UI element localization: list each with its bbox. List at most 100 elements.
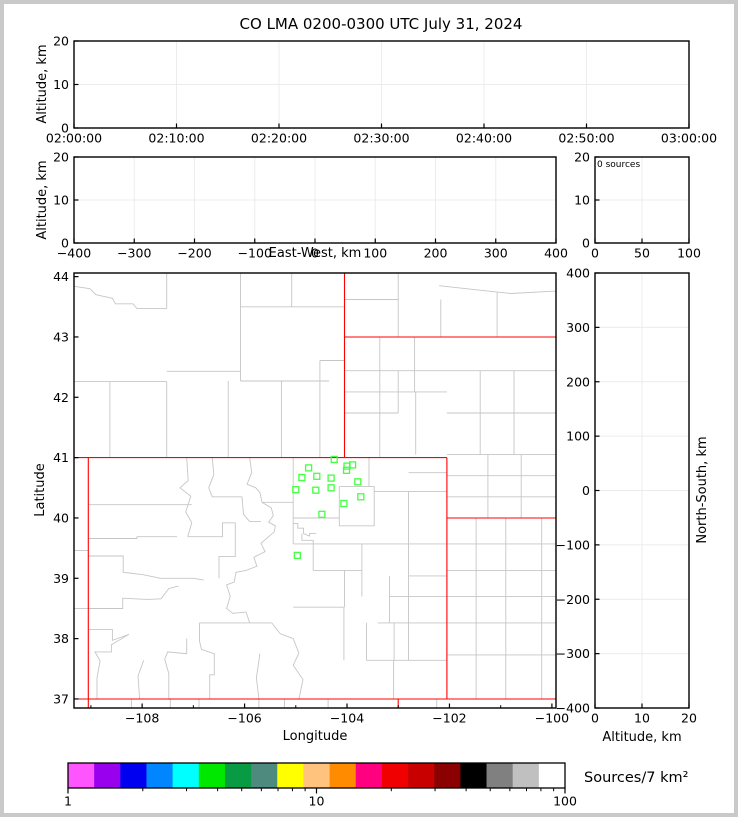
colorbar-segment <box>251 763 278 788</box>
lma-station-marker <box>330 455 338 464</box>
tick-label: −300 <box>117 246 151 261</box>
lma-station-marker <box>357 493 365 501</box>
lma-station-marker <box>342 466 351 474</box>
ns-xlabel: Altitude, km <box>602 730 681 745</box>
tick-label: −100 <box>535 711 569 726</box>
tick-label: −400 <box>556 701 590 716</box>
tick-label: 02:40:00 <box>456 131 512 146</box>
colorbar-segment <box>355 763 383 788</box>
county-boundary-line <box>218 522 236 579</box>
lma-station-marker <box>348 461 357 469</box>
tick-label: −102 <box>432 711 466 726</box>
time-height-ylabel: Altitude, km <box>35 44 50 123</box>
panel-frame <box>73 272 557 709</box>
tick-label: 41 <box>53 450 69 465</box>
tick-label: 0 <box>311 246 319 261</box>
tick-label: 20 <box>574 150 590 165</box>
colorbar-segment <box>303 763 331 788</box>
tick-label: 200 <box>566 374 590 389</box>
colorbar-segment <box>408 763 435 788</box>
tick-label: 37 <box>53 691 69 706</box>
histogram-sources-annotation: 0 sources <box>597 160 640 170</box>
panel-north-south-height: 0 10 20 −400 −300 −200 −100 0 100 200 300 400 <box>556 266 697 726</box>
county-boundary-line <box>249 622 294 640</box>
tick-label: −100 <box>238 246 272 261</box>
colorbar-segment <box>329 763 357 788</box>
tick-label: −200 <box>556 592 590 607</box>
colorbar-segment <box>434 763 461 788</box>
lma-station-marker <box>312 486 320 494</box>
map-xlabel: Longitude <box>283 729 348 744</box>
county-boundary-line <box>292 638 304 700</box>
colorbar-segment <box>460 763 488 788</box>
map-clip-group <box>74 273 556 708</box>
tick-label: 02:10:00 <box>148 131 204 146</box>
tick-label: 44 <box>53 269 69 284</box>
county-boundary-line <box>439 285 556 294</box>
tick-label: 400 <box>544 246 568 261</box>
tick-label: 02:00:00 <box>46 131 102 146</box>
county-boundary-line <box>179 457 193 537</box>
ew-height-ylabel: Altitude, km <box>35 160 50 239</box>
lma-station-marker <box>304 464 313 472</box>
tick-label: 20 <box>53 34 69 49</box>
county-boundary-line <box>137 660 145 700</box>
panel-east-west-height: −400 −300 −200 −100 0 100 200 300 400 0 10 20 <box>53 150 568 261</box>
colorbar-segment <box>224 763 252 788</box>
tick-label: 03:00:00 <box>661 131 717 146</box>
lma-station-marker <box>292 485 300 494</box>
county-boundary-line <box>88 585 179 609</box>
tick-label: 0 <box>61 236 69 251</box>
colorbar-segment <box>486 763 514 788</box>
tick-label: 100 <box>363 246 387 261</box>
tick-label: −200 <box>177 246 211 261</box>
county-boundary-line <box>187 522 236 538</box>
lma-station-marker <box>313 472 321 480</box>
lma-station-marker <box>327 474 335 482</box>
tick-label: 02:30:00 <box>353 131 409 146</box>
lma-station-marker <box>293 551 301 560</box>
county-boundary-line <box>245 501 276 571</box>
tick-label: −400 <box>57 246 91 261</box>
county-boundary-line <box>74 285 167 310</box>
colorbar-tick-label: 1 <box>64 794 72 809</box>
tick-label: 300 <box>484 246 508 261</box>
tick-label: 10 <box>53 193 69 208</box>
tick-label: −106 <box>227 711 261 726</box>
tick-label: −300 <box>556 646 590 661</box>
tick-label: 0 <box>61 121 69 136</box>
tick-label: 10 <box>53 77 69 92</box>
lma-station-marker <box>318 510 326 518</box>
tick-label: 0 <box>582 483 590 498</box>
county-boundary-line <box>199 622 215 699</box>
colorbar-segment <box>146 763 174 788</box>
tick-label: −104 <box>330 711 364 726</box>
tick-label: 02:50:00 <box>558 131 614 146</box>
county-boundary-line <box>226 569 251 624</box>
tick-label: −108 <box>125 711 159 726</box>
lma-station-marker <box>354 478 362 486</box>
lma-station-marker <box>327 484 335 492</box>
county-boundary-line <box>164 638 188 699</box>
county-boundary-line <box>208 457 242 498</box>
tick-label: 0 <box>582 236 590 251</box>
colorbar-label: Sources/7 km² <box>584 770 688 786</box>
county-boundary-line <box>88 555 161 579</box>
tick-label: 02:20:00 <box>251 131 307 146</box>
tick-label: 200 <box>424 246 448 261</box>
tick-label: 0 <box>591 711 599 726</box>
colorbar-segment <box>277 763 304 788</box>
tick-label: 39 <box>53 571 69 586</box>
tick-label: 0 <box>591 246 599 261</box>
colorbar-segment <box>120 763 147 788</box>
map-ylabel: Latitude <box>33 463 48 517</box>
tick-label: −100 <box>556 537 590 552</box>
colorbar-tick-label: 100 <box>553 794 577 809</box>
colorbar-segment <box>94 763 121 788</box>
tick-label: 42 <box>53 390 69 405</box>
county-boundary-line <box>88 536 177 539</box>
colorbar-segment <box>198 763 226 788</box>
tick-label: 20 <box>681 711 697 726</box>
